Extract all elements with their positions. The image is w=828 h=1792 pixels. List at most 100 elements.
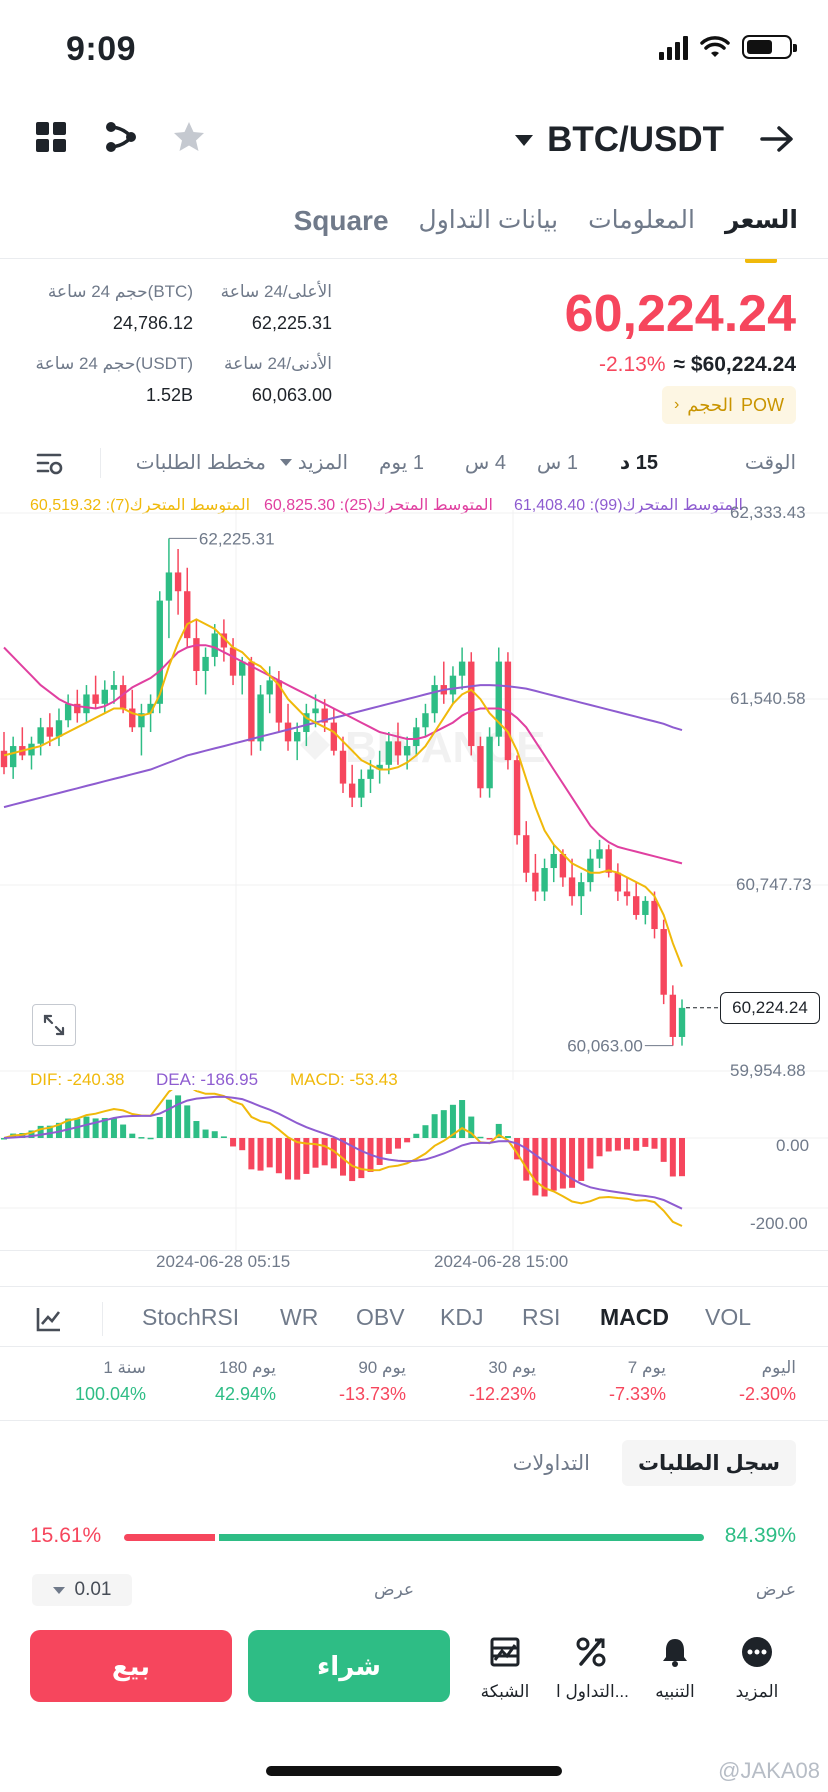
macd-bar	[321, 1138, 328, 1166]
perf-label: اليوم	[761, 1358, 796, 1377]
vol-btc-value: 24,786.12	[112, 313, 193, 333]
tab-order-book[interactable]: سجل الطلبات	[621, 1440, 796, 1486]
tab-trades[interactable]: التداولات	[512, 1451, 590, 1475]
indicator-tabs: StochRSI WR OBV KDJ RSI MACD VOL	[0, 1294, 828, 1344]
depth-chart-tab[interactable]: مخطط الطلبات	[135, 452, 266, 474]
macd-bar	[413, 1133, 420, 1138]
indicator-settings-icon[interactable]	[36, 1306, 62, 1332]
chart-settings-icon[interactable]	[36, 450, 64, 478]
candle	[632, 882, 640, 920]
chevron-left-icon: ‹	[673, 396, 680, 413]
divider	[0, 1346, 828, 1347]
tab-square[interactable]: Square	[293, 205, 389, 236]
grid-icon[interactable]	[34, 120, 68, 154]
macd-tick: -200.00	[750, 1214, 808, 1233]
arrow-right-icon[interactable]	[760, 124, 794, 154]
candle	[257, 685, 264, 751]
ind-wr[interactable]: WR	[280, 1304, 319, 1330]
sell-button[interactable]: بيع	[30, 1630, 232, 1702]
candle	[376, 750, 383, 784]
macd-bar	[642, 1138, 649, 1147]
last-price: 60,224.24	[564, 285, 796, 343]
nav-more-label: المزيد	[735, 1682, 779, 1701]
macd-bar	[92, 1118, 99, 1138]
ma99-legend: المتوسط المتحرك(99): 61,408.40	[514, 497, 743, 514]
nav-alert[interactable]: التنبيه	[640, 1632, 710, 1702]
macd-bar	[184, 1105, 191, 1138]
tag-chip[interactable]: POW الحجم ‹	[661, 386, 796, 424]
macd-bar	[83, 1116, 90, 1138]
ind-macd[interactable]: MACD	[600, 1304, 669, 1330]
tf-4h[interactable]: 4 س	[464, 452, 506, 474]
candle	[64, 694, 72, 728]
share-icon[interactable]	[104, 120, 138, 154]
macd-bar	[633, 1138, 640, 1151]
candle	[559, 849, 567, 887]
candle	[211, 624, 218, 667]
caret-down-icon	[52, 1586, 65, 1594]
ind-vol[interactable]: VOL	[705, 1304, 752, 1330]
price-tick: 62,333.43	[730, 503, 806, 522]
macd-bar	[358, 1138, 365, 1179]
fullscreen-button[interactable]	[32, 1004, 76, 1046]
candle	[431, 675, 438, 723]
candle	[578, 872, 585, 915]
tf-more[interactable]: المزيد	[279, 450, 348, 475]
precision-dropdown[interactable]: 0.01	[32, 1574, 132, 1606]
tab-info[interactable]: المعلومات	[588, 206, 695, 234]
macd-bar	[37, 1125, 44, 1138]
tf-1h[interactable]: 1 س	[536, 452, 578, 474]
macd-bar	[55, 1122, 62, 1138]
dif-legend: DIF: -240.38	[30, 1070, 125, 1089]
candle	[596, 839, 603, 869]
sell-ratio-bar	[124, 1534, 215, 1541]
perf-label: 7 يوم	[627, 1358, 666, 1377]
candle	[165, 538, 173, 639]
perf-value: -2.30%	[738, 1384, 796, 1404]
ind-rsi[interactable]: RSI	[522, 1304, 561, 1330]
macd-bar	[303, 1138, 310, 1174]
macd-bar	[523, 1138, 530, 1181]
user-watermark: @JAKA08	[718, 1758, 820, 1783]
macd-bar	[266, 1138, 273, 1168]
macd-bar	[596, 1138, 603, 1157]
signal-icon	[659, 34, 688, 60]
orderbook-tabs: سجل الطلبات التداولات	[497, 1440, 796, 1486]
price-usd: ≈ $60,224.24	[673, 353, 796, 376]
wifi-icon	[700, 36, 730, 57]
tf-15m[interactable]: 15 د	[619, 452, 658, 474]
perf-item: 30 يوم -12.23%	[469, 1358, 536, 1405]
time-label-1: 2024-06-28 05:15	[156, 1252, 291, 1271]
macd-bar	[532, 1138, 539, 1196]
tab-trading-data[interactable]: بيانات التداول	[418, 206, 559, 234]
tab-price[interactable]: السعر	[725, 205, 798, 247]
divider	[0, 258, 828, 259]
candle	[358, 769, 365, 808]
nav-grid[interactable]: الشبكة	[470, 1632, 540, 1702]
candle	[385, 731, 393, 775]
candle	[532, 853, 539, 901]
macd-bar	[486, 1138, 493, 1140]
tf-1d[interactable]: 1 يوم	[379, 452, 424, 474]
ma7-line	[3, 618, 683, 967]
nav-trading[interactable]: التداول ا...	[556, 1632, 629, 1702]
ind-stochrsi[interactable]: StochRSI	[142, 1304, 240, 1330]
ind-kdj[interactable]: KDJ	[440, 1304, 484, 1330]
perf-item: 180 يوم 42.94%	[215, 1358, 276, 1405]
high-label: الأعلى/24 ساعة	[220, 282, 332, 301]
pair-selector[interactable]: BTC/USDT	[515, 120, 724, 160]
candle	[394, 722, 402, 765]
macd-bar	[312, 1138, 319, 1168]
macd-chart[interactable]	[0, 1090, 828, 1250]
candle	[193, 619, 200, 686]
macd-bar	[559, 1138, 566, 1189]
buy-button[interactable]: شراء	[248, 1630, 450, 1702]
candle	[92, 675, 99, 709]
ind-obv[interactable]: OBV	[356, 1304, 405, 1330]
macd-bar	[147, 1137, 154, 1140]
perf-value: -7.33%	[608, 1384, 666, 1404]
star-icon[interactable]	[172, 120, 206, 154]
grid-chart-icon	[490, 1637, 520, 1667]
nav-more[interactable]: المزيد	[722, 1632, 792, 1702]
